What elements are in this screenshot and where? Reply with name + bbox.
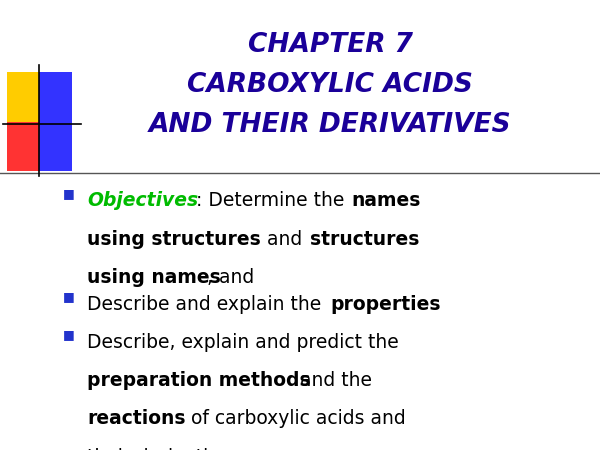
Text: of carboxylic acids and: of carboxylic acids and (185, 410, 406, 428)
Text: using structures: using structures (87, 230, 261, 248)
Text: and the: and the (293, 371, 371, 390)
Text: CARBOXYLIC ACIDS: CARBOXYLIC ACIDS (187, 72, 473, 98)
Text: ■: ■ (63, 187, 75, 200)
Text: ■: ■ (63, 290, 75, 303)
Text: reactions: reactions (87, 410, 185, 428)
Text: names: names (352, 191, 421, 210)
Text: structures: structures (310, 230, 419, 248)
Bar (39, 72, 72, 122)
Text: properties: properties (331, 295, 441, 314)
Text: AND THEIR DERIVATIVES: AND THEIR DERIVATIVES (149, 112, 511, 139)
Text: using names: using names (87, 268, 221, 287)
Bar (39, 122, 72, 171)
Text: their derivatives.: their derivatives. (87, 448, 247, 450)
Text: Objectives: Objectives (87, 191, 198, 210)
Bar (7, 122, 40, 171)
Text: Describe, explain and predict the: Describe, explain and predict the (87, 333, 399, 352)
Bar (7, 72, 40, 122)
Text: : Determine the: : Determine the (196, 191, 350, 210)
Text: CHAPTER 7: CHAPTER 7 (248, 32, 413, 58)
Text: preparation methods: preparation methods (87, 371, 311, 390)
Text: , and: , and (206, 268, 254, 287)
Text: ■: ■ (63, 328, 75, 342)
Text: Describe and explain the: Describe and explain the (87, 295, 327, 314)
Text: and: and (261, 230, 308, 248)
